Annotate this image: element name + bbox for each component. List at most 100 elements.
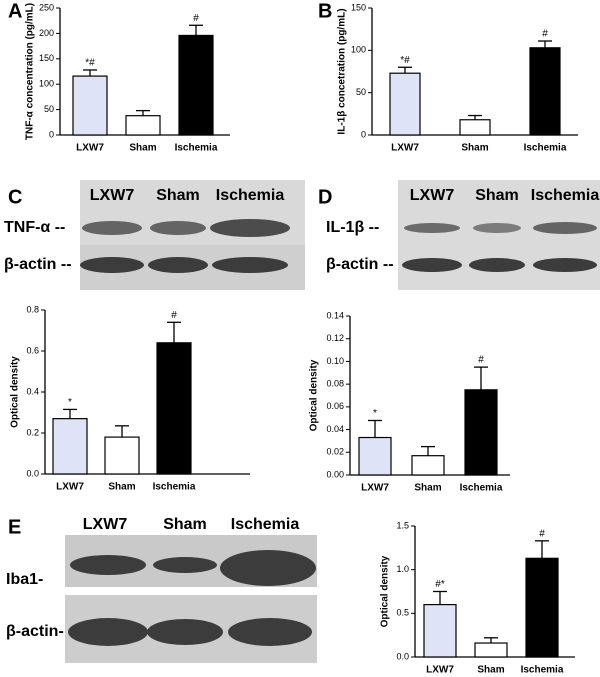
y-tick-label: 0.0 [26, 468, 39, 478]
blot-column-label: Ischemia [531, 187, 600, 204]
x-tick-label: Ischemia [153, 482, 196, 493]
blot-column-label: Sham [163, 516, 207, 533]
blot-row-label: Iba1- [6, 571, 43, 588]
y-tick-label: 0.12 [326, 333, 344, 343]
x-tick-label: Sham [108, 482, 135, 493]
y-tick-label: 0.6 [26, 345, 39, 355]
band [82, 221, 142, 235]
x-tick-label: Sham [461, 143, 488, 154]
x-tick-label: Ischemia [524, 143, 567, 154]
y-tick-label: 100 [351, 45, 366, 55]
y-tick-label: 0.06 [326, 401, 344, 411]
y-tick-label: 200 [39, 28, 54, 38]
y-tick-label: 0 [49, 129, 54, 139]
band [402, 258, 462, 272]
band [212, 257, 288, 273]
y-tick-label: 250 [39, 2, 54, 12]
panel-letter: E [8, 516, 21, 538]
bands [68, 219, 597, 646]
y-tick-label: 0.5 [396, 608, 409, 618]
annotation: # [539, 528, 545, 539]
x-tick-label: Ischemia [460, 483, 503, 494]
y-axis-label: Optical density [309, 359, 320, 431]
band [150, 221, 206, 235]
blot-column-label: LXW7 [83, 516, 128, 533]
annotation: *# [400, 55, 410, 66]
y-tick-label: 0.10 [326, 356, 344, 366]
y-axis-label: Optical density [10, 356, 21, 428]
blot-column-label: Sham [156, 187, 200, 204]
y-tick-label: 0.4 [26, 386, 39, 396]
blot-column-label: Ischemia [231, 516, 300, 533]
band [148, 257, 208, 273]
y-tick-label: 0.0 [396, 651, 409, 661]
annotation: # [478, 355, 484, 366]
bar [358, 436, 392, 476]
bar [389, 72, 421, 136]
x-tick-label: Sham [477, 665, 504, 676]
bar [474, 642, 508, 658]
x-tick-label: Ischemia [175, 143, 218, 154]
y-tick-label: 0.2 [26, 427, 39, 437]
annotation: * [68, 397, 72, 408]
y-axis-label: Optical density [380, 555, 391, 627]
bar [104, 436, 140, 475]
panel-letter: C [8, 186, 22, 208]
y-tick-label: 100 [39, 79, 54, 89]
annotation: #* [435, 579, 445, 590]
x-tick-label: LXW7 [391, 143, 419, 154]
panel-letter: D [318, 186, 332, 208]
blot-column-label: Sham [475, 187, 519, 204]
y-tick-label: 0 [361, 129, 366, 139]
bar [411, 455, 445, 476]
y-tick-label: 1.0 [396, 564, 409, 574]
annotation: * [373, 408, 377, 419]
x-tick-label: LXW7 [361, 483, 389, 494]
bar [125, 115, 161, 136]
blot-row-label: IL-1β -- [326, 219, 379, 236]
y-tick-label: 50 [356, 87, 366, 97]
band [473, 223, 521, 233]
bar [156, 342, 192, 475]
x-tick-label: Ischemia [521, 665, 564, 676]
bar [464, 389, 498, 476]
panel-letter: A [8, 0, 22, 22]
annotation: *# [85, 58, 95, 69]
blot-column-label: Ischemia [216, 187, 285, 204]
band [68, 618, 148, 646]
bar [52, 418, 88, 475]
y-tick-label: 0.04 [326, 424, 344, 434]
bar [525, 557, 559, 658]
x-tick-label: Sham [129, 143, 156, 154]
annotation: # [171, 310, 177, 321]
band [147, 619, 223, 645]
blot-column-label: LXW7 [410, 187, 455, 204]
x-tick-label: LXW7 [76, 143, 104, 154]
band [228, 618, 312, 646]
y-tick-label: 0.8 [26, 304, 39, 314]
blot-row-label: β-actin- [6, 623, 64, 640]
band [533, 222, 597, 234]
bar [529, 47, 561, 136]
blot-row-label: β-actin -- [4, 256, 72, 273]
blot-row-label: β-actin -- [326, 256, 394, 273]
x-tick-label: LXW7 [426, 665, 454, 676]
y-tick-label: 150 [39, 53, 54, 63]
y-tick-label: 0.02 [326, 447, 344, 457]
x-tick-label: LXW7 [56, 482, 84, 493]
band [210, 219, 290, 237]
y-tick-label: 0.00 [326, 469, 344, 479]
annotation: # [542, 29, 548, 40]
band [80, 257, 144, 273]
y-tick-label: 0.08 [326, 379, 344, 389]
bar [423, 603, 457, 658]
band [220, 550, 316, 586]
y-tick-label: 1.5 [396, 520, 409, 530]
bar [178, 34, 214, 136]
blot-column-label: LXW7 [90, 187, 135, 204]
y-tick-label: 0.14 [326, 310, 344, 320]
bar [459, 119, 491, 136]
band [70, 555, 146, 575]
band [533, 258, 597, 272]
